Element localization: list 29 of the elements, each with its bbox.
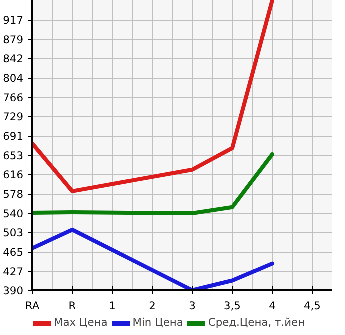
y-tick-label: 917: [3, 14, 24, 28]
legend-label: Сред.Цена, т.йен: [208, 316, 306, 329]
x-tick-label: 2: [149, 300, 156, 312]
legend-label: Max Цена: [54, 316, 108, 329]
y-tick-label: 879: [3, 34, 24, 47]
y-tick-label: 578: [3, 188, 24, 202]
x-tick-label: R: [68, 300, 77, 312]
x-tick-label: 3: [189, 300, 196, 312]
y-tick-label: 616: [3, 168, 24, 182]
y-tick-label: 691: [3, 130, 24, 144]
y-tick-label: 653: [3, 150, 24, 163]
y-tick-label: 503: [3, 226, 24, 240]
x-tick-label: RA: [25, 300, 40, 312]
y-tick-label: 465: [3, 246, 24, 260]
x-tick-label: 4,5: [304, 300, 321, 312]
x-tick-label: 1: [109, 300, 116, 312]
y-tick-label: 804: [3, 72, 24, 86]
x-tick-label: 3,5: [224, 300, 241, 312]
y-tick-label: 540: [3, 208, 24, 221]
y-tick-label: 766: [3, 92, 24, 105]
y-tick-label: 729: [3, 110, 24, 124]
legend-label: Min Цена: [132, 316, 184, 329]
y-tick-label: 842: [3, 52, 24, 66]
line-series: [32, 152, 274, 216]
line-series: [32, 228, 274, 290]
y-tick-label: 427: [3, 266, 24, 279]
x-tick-label: 4: [269, 300, 276, 312]
y-tick-label: 390: [3, 284, 24, 298]
line-series: [32, 0, 274, 194]
